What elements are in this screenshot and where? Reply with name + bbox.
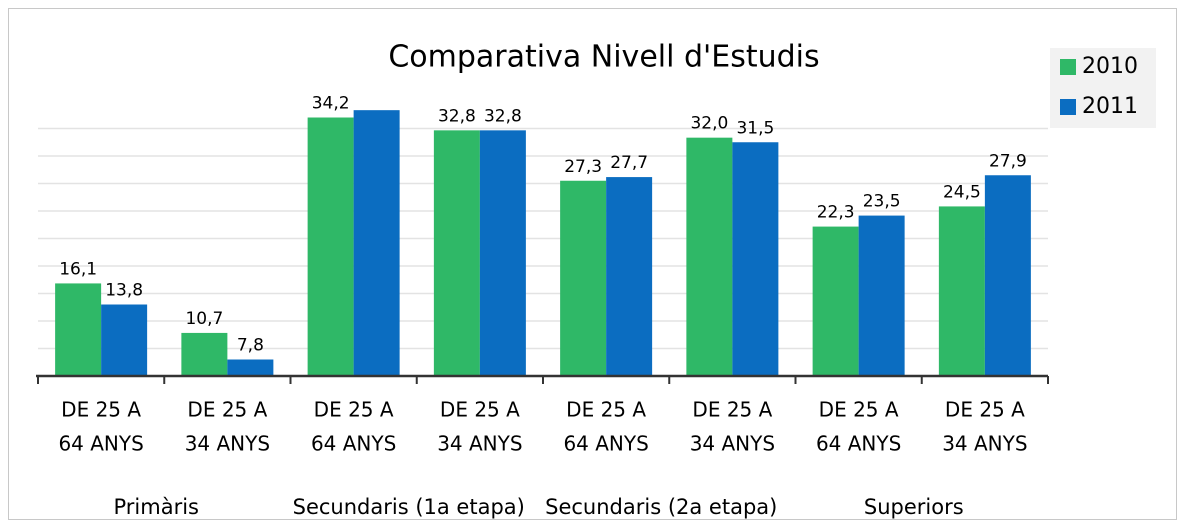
bar	[433, 130, 480, 376]
x-tick-label: DE 25 A	[61, 398, 141, 422]
bar	[560, 180, 607, 376]
x-tick-label: DE 25 A	[314, 398, 394, 422]
x-tick-label: 64 ANYS	[563, 432, 648, 456]
bar	[858, 215, 905, 376]
data-label: 27,7	[610, 153, 648, 173]
bar	[984, 175, 1031, 376]
data-label: 34,2	[312, 94, 350, 114]
bar	[307, 117, 354, 376]
bar	[227, 359, 274, 376]
bar	[353, 110, 400, 377]
x-tick-label: 34 ANYS	[437, 432, 522, 456]
bar	[55, 283, 102, 376]
x-tick-label: DE 25 A	[187, 398, 267, 422]
data-label: 23,5	[863, 192, 901, 212]
data-label: 32,8	[438, 106, 476, 126]
data-label: 32,0	[690, 114, 728, 134]
legend-swatch	[1060, 99, 1076, 115]
bar	[812, 226, 859, 376]
x-tick-label: DE 25 A	[566, 398, 646, 422]
x-tick-label: 34 ANYS	[185, 432, 270, 456]
data-label: 31,5	[736, 118, 774, 138]
data-label: 22,3	[817, 203, 855, 223]
x-tick-label: 34 ANYS	[942, 432, 1027, 456]
data-label: 24,5	[943, 182, 981, 202]
x-tick-label: DE 25 A	[945, 398, 1025, 422]
data-label: 13,8	[105, 281, 143, 301]
group-label: Secundaris (1a etapa)	[293, 495, 525, 519]
legend-swatch	[1060, 59, 1076, 75]
data-label: 16,1	[59, 259, 97, 279]
data-label: 27,3	[564, 157, 602, 177]
bar	[181, 332, 228, 376]
data-label: 10,7	[185, 309, 223, 329]
x-tick-label: DE 25 A	[692, 398, 772, 422]
x-tick-label: 64 ANYS	[311, 432, 396, 456]
data-label: 7,8	[237, 336, 264, 356]
x-tick-label: 34 ANYS	[690, 432, 775, 456]
data-label: 32,8	[484, 106, 522, 126]
x-tick-label: DE 25 A	[440, 398, 520, 422]
bar	[606, 177, 653, 376]
bar	[686, 137, 733, 376]
legend-label: 2011	[1082, 94, 1138, 119]
group-label: Secundaris (2a etapa)	[545, 495, 777, 519]
bar	[479, 130, 526, 376]
legend-label: 2010	[1082, 54, 1138, 79]
x-tick-label: 64 ANYS	[58, 432, 143, 456]
bar	[732, 142, 779, 376]
group-label: Superiors	[864, 495, 964, 519]
x-tick-label: 64 ANYS	[816, 432, 901, 456]
x-tick-label: DE 25 A	[819, 398, 899, 422]
bar	[938, 206, 985, 376]
data-label: 27,9	[989, 151, 1027, 171]
bar	[101, 304, 148, 376]
group-label: Primàris	[114, 495, 200, 519]
chart-title: Comparativa Nivell d'Estudis	[388, 40, 819, 75]
